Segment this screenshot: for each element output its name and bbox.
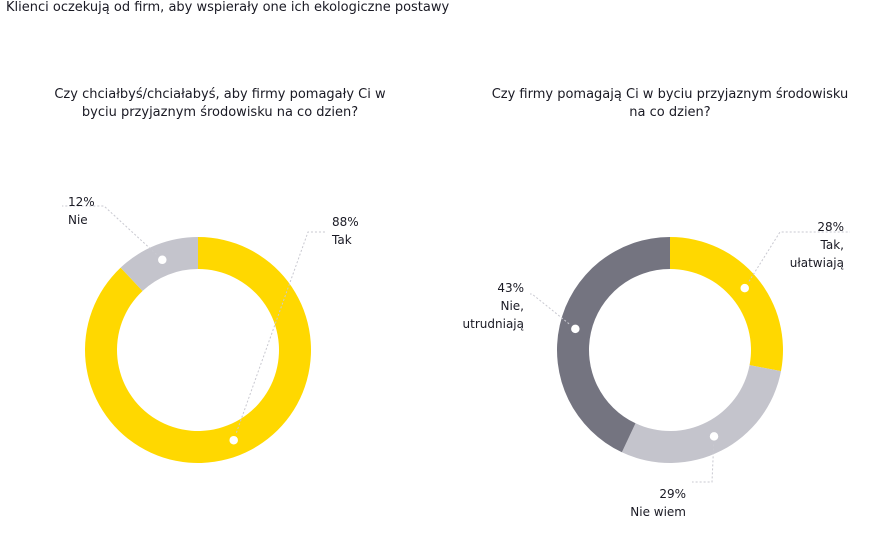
chart2-marker-nie-wiem	[707, 429, 721, 444]
chart1-value-nie: 12%	[68, 195, 95, 209]
chart2-leader-tak-ulatwiaja	[744, 231, 850, 289]
chart2-marker-nie-utrudniaja	[568, 322, 583, 336]
chart1-marker-nie	[155, 253, 170, 267]
chart1-value-tak: 88%	[332, 215, 359, 229]
chart2-value-tak-ulatwiaja: 28%	[817, 220, 844, 234]
chart2-slice-tak-ulatwiaja	[670, 237, 783, 372]
chart2-slice-nie-utrudniaja	[557, 236, 670, 453]
chart1-label-tak: Tak	[331, 233, 352, 247]
chart-title-1: Czy chciałbyś/chciałabyś, aby firmy poma…	[54, 87, 386, 120]
chart1-label-nie: Nie	[68, 213, 88, 227]
chart2-label-tak-ulatwiaja: Tak, ułatwiają	[790, 238, 844, 270]
page-title: Klienci oczekują od firm, aby wspierały …	[6, 0, 450, 15]
chart1-slice-tak	[84, 237, 311, 463]
chart2-leader-nie-wiem	[692, 436, 715, 483]
chart2-marker-tak-ulatwiaja	[737, 281, 752, 295]
chart-title-2: Czy firmy pomagają Ci w byciu przyjaznym…	[491, 87, 849, 120]
chart2-slice-nie-wiem	[621, 365, 781, 463]
chart2-value-nie-utrudniaja: 43%	[497, 281, 524, 295]
chart1-marker-tak	[226, 433, 241, 447]
chart2-label-nie-utrudniaja: Nie, utrudniają	[463, 299, 524, 331]
chart2-leader-nie-utrudniaja	[530, 293, 576, 330]
chart1-leader-tak	[233, 231, 326, 441]
chart2-value-nie-wiem: 29%	[659, 487, 686, 501]
chart2-label-nie-wiem: Nie wiem	[630, 505, 686, 519]
